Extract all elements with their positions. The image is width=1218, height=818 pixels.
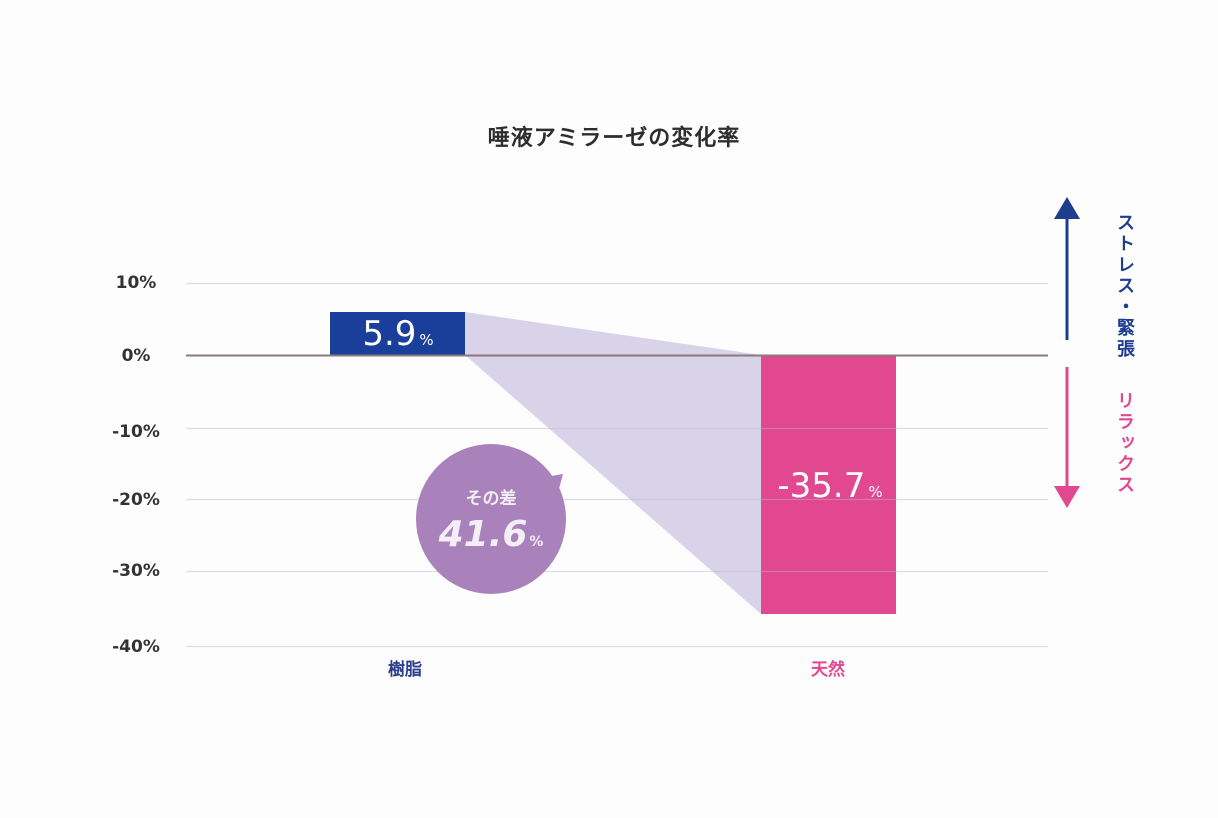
legend-stress-label: ストレス・緊張: [1114, 213, 1135, 360]
bar-value-unit: %: [868, 483, 883, 501]
xlabel-tennen: 天然: [811, 660, 845, 680]
bubble-value-unit: %: [529, 534, 544, 550]
bubble-value-number: 41.6: [438, 514, 528, 555]
bar-value-number: 5.9: [362, 314, 417, 354]
bar-value-unit: %: [419, 331, 434, 349]
bar-tennen: [761, 355, 896, 614]
bar-value-jushi: 5.9%: [362, 314, 433, 354]
gridlines: [186, 282, 1048, 648]
ytick-minus-40: -40%: [112, 637, 160, 657]
ytick-minus-20: -20%: [112, 490, 160, 510]
ytick-minus-30: -30%: [112, 561, 160, 581]
arrow-up-icon: [1054, 197, 1080, 340]
ytick-10: 10%: [115, 273, 157, 293]
ytick-0: 0%: [121, 346, 151, 366]
bar-jushi: [330, 312, 465, 356]
bar-value-tennen: -35.7%: [777, 466, 882, 506]
xlabel-jushi: 樹脂: [388, 660, 422, 680]
ytick-minus-10: -10%: [112, 422, 160, 442]
legend-relax-label: リラックス: [1114, 391, 1135, 496]
difference-bubble: [416, 444, 566, 594]
arrow-down-icon: [1054, 367, 1080, 508]
bubble-caption: その差: [465, 489, 517, 509]
chart-title: 唾液アミラーゼの変化率: [487, 126, 741, 151]
bar-value-number: -35.7: [777, 466, 866, 506]
bubble-value: 41.6%: [416, 514, 566, 555]
difference-band: [465, 312, 761, 614]
